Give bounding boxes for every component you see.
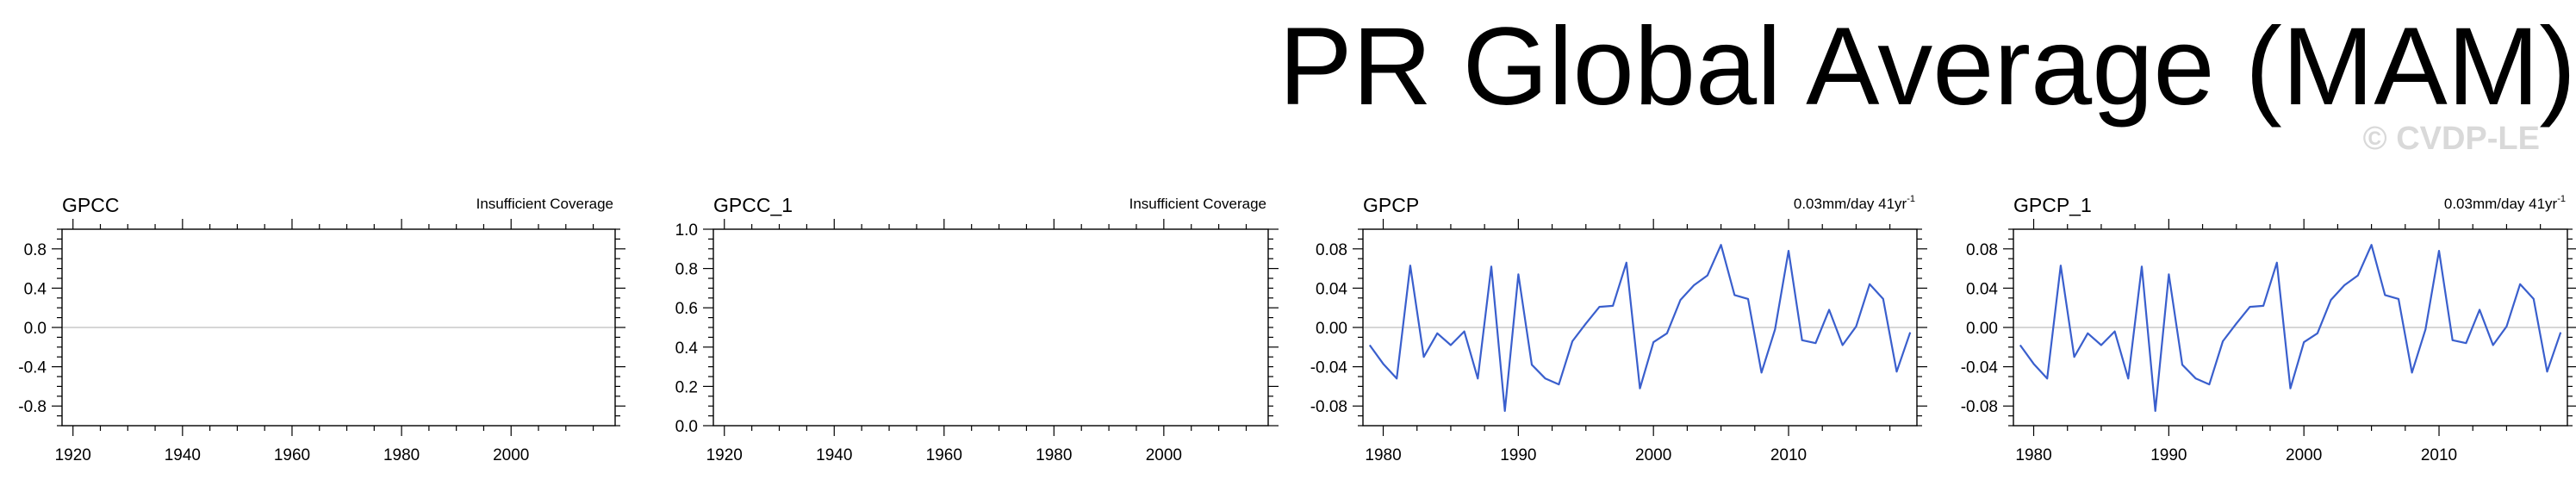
x-tick-label: 1960	[274, 446, 310, 464]
y-tick-label: 0.00	[1316, 320, 1347, 338]
y-tick-label: 0.00	[1966, 320, 1998, 338]
x-tick-label: 2000	[493, 446, 529, 464]
y-tick-label: -0.4	[18, 359, 47, 377]
page-title: PR Global Average (MAM)	[1279, 5, 2576, 128]
y-tick-label: 0.0	[675, 418, 698, 436]
annotation-text: 0.03mm/day 41yr	[1794, 196, 1907, 212]
y-tick-label: 0.04	[1966, 280, 1998, 298]
y-tick-label: 0.4	[675, 340, 699, 358]
x-tick-label: 2000	[1635, 446, 1671, 464]
y-tick-label: 0.08	[1966, 241, 1998, 259]
x-tick-label: 2010	[1770, 446, 1807, 464]
x-tick-label: 1990	[2150, 446, 2187, 464]
y-tick-label: 0.2	[675, 378, 698, 396]
y-tick-label: -0.08	[1310, 398, 1347, 416]
x-tick-label: 1940	[165, 446, 201, 464]
chart-title: GPCC	[62, 194, 119, 216]
x-tick-label: 1920	[55, 446, 91, 464]
watermark: © CVDP-LE	[2362, 121, 2540, 157]
y-tick-label: 0.8	[24, 241, 47, 259]
y-tick-label: 1.0	[675, 221, 698, 240]
chart-panel-3: 1980 1990 2000 2010 0.08 0.04 0.00 -0.04 -0.08 GP…	[1310, 194, 1927, 464]
y-tick-label: -0.8	[18, 398, 47, 416]
x-tick-label: 2000	[1146, 446, 1182, 464]
chart-title: GPCP_1	[2013, 194, 2092, 216]
annotation-text: Insufficient Coverage	[1129, 196, 1266, 212]
x-tick-label: 1980	[1365, 446, 1401, 464]
x-tick-label: 1920	[706, 446, 743, 464]
chart-annotation: Insufficient Coverage	[1129, 196, 1266, 212]
y-tick-label: 0.08	[1316, 241, 1347, 259]
y-tick-label: -0.04	[1310, 359, 1348, 377]
x-tick-label: 1980	[1036, 446, 1072, 464]
x-tick-label: 2010	[2421, 446, 2457, 464]
chart-panel-4: 1980 1990 2000 2010 0.08 0.04 0.00 -0.04 -0.08 GP…	[1961, 194, 2576, 464]
chart-panel-1: 1920 1940 1960 1980 2000 0.8 0.4 0.0 -0.4 -0.8 GPC…	[18, 194, 625, 464]
chart-title: GPCC_1	[713, 194, 793, 216]
y-tick-label: 0.4	[24, 280, 47, 298]
x-tick-label: 1990	[1500, 446, 1536, 464]
annotation-superscript: -1	[2557, 194, 2566, 204]
chart-title: GPCP	[1363, 194, 1419, 216]
plot-frame	[712, 228, 1269, 427]
y-tick-label: 0.04	[1316, 280, 1347, 298]
y-tick-label: -0.08	[1961, 398, 1998, 416]
x-tick-label: 1980	[2015, 446, 2051, 464]
chart-annotation: Insufficient Coverage	[476, 196, 613, 212]
annotation-text: 0.03mm/day 41yr	[2444, 196, 2558, 212]
series-line	[2019, 244, 2562, 412]
y-tick-label: -0.04	[1961, 359, 1999, 377]
y-tick-label: 0.6	[675, 300, 698, 318]
x-tick-label: 1980	[383, 446, 420, 464]
chart-annotation: 0.03mm/day 41yr-1	[1794, 194, 1915, 212]
annotation-superscript: -1	[1907, 194, 1915, 204]
x-tick-label: 1940	[816, 446, 852, 464]
y-tick-label: 0.0	[24, 320, 47, 338]
x-tick-label: 2000	[2286, 446, 2322, 464]
annotation-text: Insufficient Coverage	[476, 196, 613, 212]
chart-annotation: 0.03mm/day 41yr-1	[2444, 194, 2566, 212]
x-tick-label: 1960	[926, 446, 962, 464]
y-tick-label: 0.8	[675, 261, 698, 279]
series-line	[1368, 244, 1912, 412]
chart-panel-2: 1920 1940 1960 1980 2000 1.0 0.8 0.6 0.4 0.2 0.0 GP…	[675, 194, 1279, 464]
